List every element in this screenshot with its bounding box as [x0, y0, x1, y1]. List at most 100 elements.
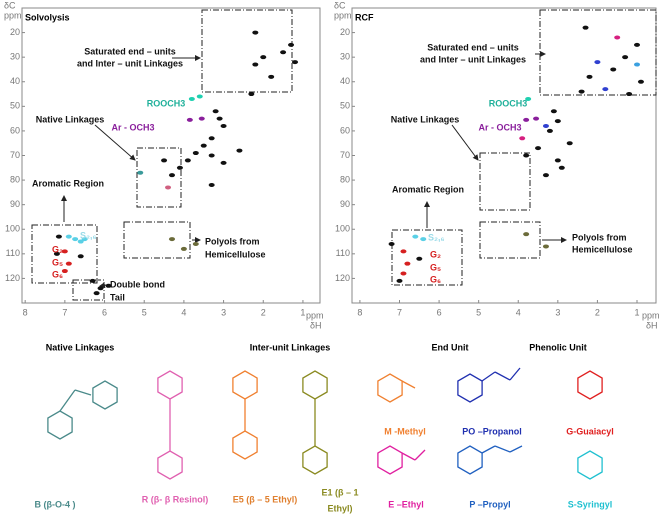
cross-peak	[236, 148, 243, 153]
y-tick-label: 120	[335, 273, 350, 283]
cross-peak	[61, 249, 68, 254]
annotation: Polyols from	[205, 236, 260, 246]
structure-label: E5 (β – 5 Ethyl)	[233, 494, 298, 504]
x-tick-label: 6	[437, 307, 442, 317]
annotation: G₆	[52, 269, 63, 279]
cross-peak	[525, 96, 532, 101]
cross-peak	[523, 117, 530, 122]
ring	[577, 370, 603, 400]
structure-label: S-Syringyl	[568, 499, 613, 509]
y-tick-label: 20	[10, 27, 20, 37]
x-tick-label: 8	[357, 307, 362, 317]
ring	[232, 430, 258, 460]
region-box	[201, 9, 293, 93]
annotation: Native Linkages	[391, 114, 460, 124]
structure-heading: Native Linkages	[46, 342, 115, 352]
cross-peak	[586, 74, 593, 79]
cross-peak	[416, 256, 423, 261]
ring	[377, 373, 403, 403]
cross-peak	[89, 278, 96, 283]
cross-peak	[198, 116, 205, 121]
y-axis-label: δC	[334, 0, 346, 10]
cross-peak	[420, 237, 427, 242]
annotation: Native Linkages	[36, 114, 105, 124]
y-tick-label: 60	[340, 125, 350, 135]
x-tick-label: 1	[300, 307, 305, 317]
x-tick-label: 2	[261, 307, 266, 317]
annotation: ROOCH3	[147, 98, 186, 108]
annotation: Aromatic Region	[392, 184, 464, 194]
y-tick-label: 80	[10, 174, 20, 184]
structure-heading: End Unit	[432, 342, 469, 352]
x-tick-label: 5	[476, 307, 481, 317]
annotation: ROOCH3	[489, 98, 528, 108]
cross-peak	[208, 183, 215, 187]
cross-peak	[93, 291, 100, 296]
cross-peak	[578, 89, 585, 94]
y-tick-label: 20	[340, 27, 350, 37]
cross-peak	[176, 165, 183, 170]
structure-label: Ethyl)	[327, 503, 352, 513]
cross-peak	[192, 151, 199, 156]
y-tick-label: 100	[5, 224, 20, 234]
cross-peak	[81, 237, 88, 242]
cross-peak	[196, 94, 203, 99]
bond	[481, 445, 496, 454]
cross-peak	[53, 251, 60, 256]
cross-peak	[582, 25, 589, 30]
cross-peak	[77, 239, 84, 244]
annotation: G₆	[430, 274, 441, 284]
cross-peak	[105, 283, 112, 288]
cross-peak	[200, 143, 207, 148]
cross-peak	[610, 67, 617, 72]
annotation: G₂	[52, 244, 63, 254]
ring	[457, 373, 483, 403]
annotation: Tail	[110, 292, 125, 302]
cross-peak	[400, 249, 407, 254]
cross-peak	[252, 62, 259, 67]
cross-peak	[542, 173, 549, 178]
cross-peak	[184, 158, 191, 163]
cross-peak	[634, 62, 640, 67]
ring	[47, 410, 73, 440]
cross-peak	[168, 237, 175, 242]
annotation: S₂,₆	[80, 230, 97, 240]
annotation: G₅	[52, 257, 63, 267]
cross-peak	[280, 50, 287, 55]
x-tick-label: 4	[181, 307, 186, 317]
region-box	[539, 9, 657, 96]
annotation: Saturated end – units	[84, 46, 176, 56]
cross-peak	[554, 119, 561, 124]
y-tick-label: 120	[5, 273, 20, 283]
annotation: Ar - OCH3	[111, 122, 154, 132]
cross-peak	[216, 116, 223, 121]
bond	[494, 371, 511, 381]
ring	[232, 370, 258, 400]
annotation: S₂,₆	[428, 232, 445, 242]
region-box	[123, 221, 191, 259]
cross-peak	[542, 244, 549, 249]
annotation: G₂	[430, 249, 441, 259]
x-tick-label: 2	[595, 307, 600, 317]
y-tick-label: 50	[10, 101, 20, 111]
cross-peak	[523, 153, 530, 158]
y-tick-label: 60	[10, 125, 20, 135]
structure-label: G-Guaiacyl	[566, 426, 614, 436]
y-tick-label: 30	[10, 52, 20, 62]
y-tick-label: 40	[10, 76, 20, 86]
y-tick-label: 100	[335, 224, 350, 234]
cross-peak	[260, 55, 267, 60]
structure-label: M -Methyl	[384, 426, 426, 436]
x-tick-label: 8	[23, 307, 28, 317]
cross-peak	[165, 185, 172, 190]
arrow	[99, 282, 107, 289]
x-tick-label: 6	[102, 307, 107, 317]
x-tick-label: 1	[634, 307, 639, 317]
region-box	[479, 221, 541, 259]
x-axis-unit: ppm	[642, 310, 660, 320]
structure-label: PO –Propanol	[462, 426, 522, 436]
cross-peak	[192, 242, 199, 246]
cross-peak	[65, 261, 72, 266]
cross-peak	[594, 60, 601, 65]
y-tick-label: 110	[336, 248, 350, 258]
